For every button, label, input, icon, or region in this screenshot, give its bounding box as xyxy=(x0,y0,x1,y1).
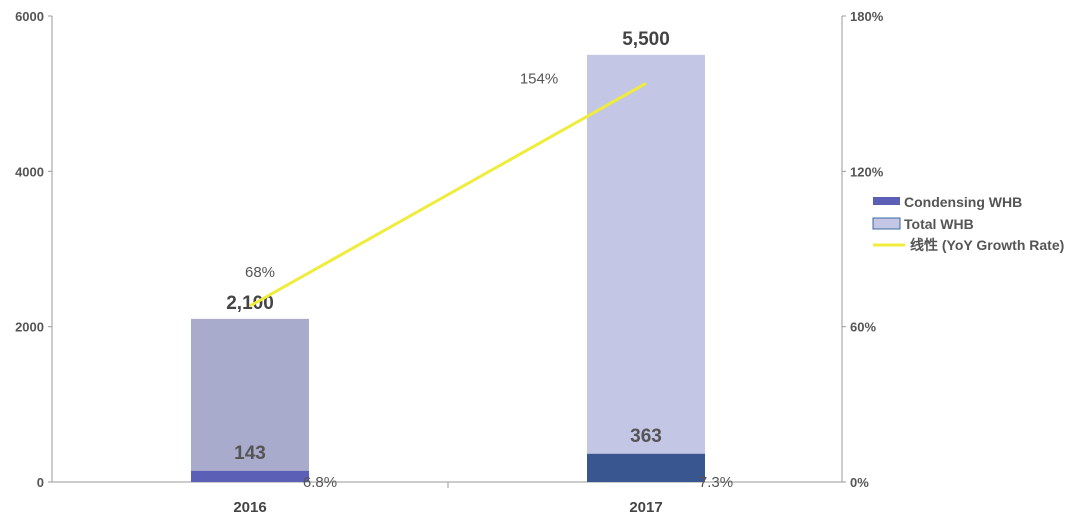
total-data-label: 5,500 xyxy=(622,29,670,50)
legend-swatch-total xyxy=(872,217,901,230)
growth-label: 68% xyxy=(245,264,275,281)
condensing-data-label: 143 xyxy=(234,443,266,464)
right-tick-label: 0% xyxy=(850,475,869,490)
legend-label: Condensing WHB xyxy=(904,194,1022,210)
legend-swatch-condensing xyxy=(873,197,900,205)
legend-label: Total WHB xyxy=(904,216,974,232)
right-tick-label: 180% xyxy=(850,9,884,24)
right-tick-label: 120% xyxy=(850,164,884,179)
bar-total-2016 xyxy=(191,318,309,482)
left-tick-label: 6000 xyxy=(15,9,44,24)
share-label: 7.3% xyxy=(699,474,733,491)
left-tick-label: 2000 xyxy=(15,320,44,335)
x-tick-label: 2017 xyxy=(629,499,662,516)
left-tick-label: 0 xyxy=(37,475,44,490)
x-tick-label: 2016 xyxy=(233,499,266,516)
right-tick-label: 60% xyxy=(850,320,876,335)
legend-label: 线性 (YoY Growth Rate) xyxy=(910,237,1064,253)
growth-label: 154% xyxy=(520,70,558,87)
bar-total-2017 xyxy=(587,54,705,482)
growth-line xyxy=(249,82,647,308)
bar-condensing-2017 xyxy=(587,453,705,482)
condensing-data-label: 363 xyxy=(630,426,662,447)
bar-condensing-2016 xyxy=(191,470,309,482)
share-label: 6.8% xyxy=(303,474,337,491)
left-tick-label: 4000 xyxy=(15,164,44,179)
